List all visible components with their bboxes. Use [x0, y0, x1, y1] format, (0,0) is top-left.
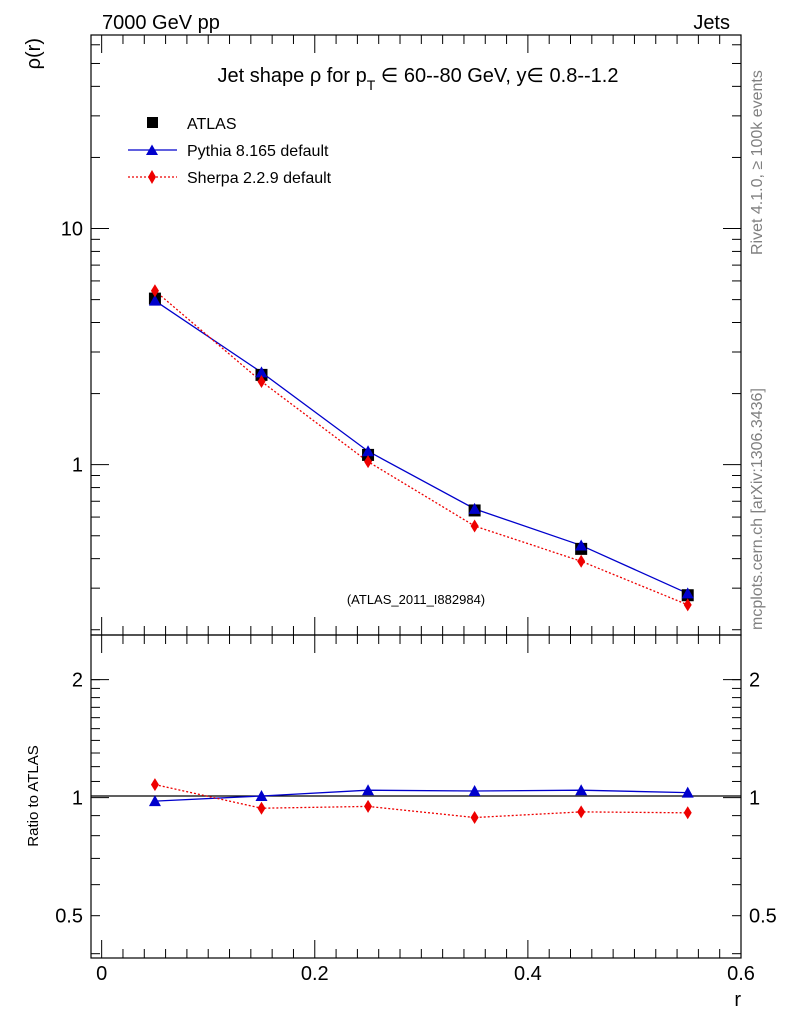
ratio-point-pythia	[575, 784, 588, 796]
x-tick-label: 0.4	[514, 963, 542, 985]
ratio-point-sherpa	[150, 778, 159, 792]
header-collision-label: 7000 GeV pp	[102, 12, 220, 34]
legend-label-atlas: ATLAS	[187, 116, 237, 133]
title-subscript: T	[367, 77, 376, 93]
main-y-tick-label: 10	[61, 219, 83, 241]
ratio-line-sherpa	[154, 783, 688, 819]
x-axis-label: r	[734, 989, 741, 1011]
ratio-point-pythia	[255, 789, 268, 801]
ratio-point-pythia	[148, 795, 161, 807]
main-point-sherpa	[150, 284, 159, 298]
ratio-y-tick-labels-right: 0.5 1 2	[749, 670, 777, 928]
ratio-series-layer	[148, 778, 694, 825]
main-point-sherpa	[577, 554, 586, 568]
ratio-y-tick-labels: 0.5 1 2	[55, 670, 83, 928]
main-line-sherpa	[154, 290, 688, 606]
legend-label-sherpa: Sherpa 2.2.9 default	[187, 170, 332, 187]
ratio-point-sherpa	[683, 806, 692, 820]
ratio-y-tick-label: 0.5	[55, 906, 83, 928]
header-category-label: Jets	[693, 12, 730, 34]
analysis-watermark: (ATLAS_2011_I882984)	[347, 592, 485, 607]
main-y-axis-label: ρ(r)	[23, 38, 45, 69]
main-point-sherpa	[683, 598, 692, 612]
ratio-line-pythia	[154, 789, 688, 802]
title-prefix: Jet shape ρ for p	[218, 65, 367, 87]
main-series-layer	[148, 284, 694, 612]
ratio-plot-panel: 0.5 1 2 0.5 1 2 0 0.2 0.4 0.6 Ratio to ATLAS r	[25, 634, 777, 1011]
main-point-pythia	[255, 366, 268, 378]
ratio-point-sherpa	[577, 805, 586, 819]
ratio-y-axis-label: Ratio to ATLAS	[25, 745, 42, 846]
ratio-y-tick-label: 1	[72, 788, 83, 810]
x-tick-labels: 0 0.2 0.4 0.6	[96, 963, 755, 985]
ratio-point-sherpa	[364, 799, 373, 813]
main-plot-title: Jet shape ρ for pT ∈ 60--80 GeV, y∈ 0.8-…	[218, 65, 619, 93]
legend: ATLAS Pythia 8.165 default Sherpa 2.2.9 …	[128, 116, 332, 187]
main-point-pythia	[362, 445, 375, 457]
main-y-tick-labels: 1 10	[61, 219, 83, 477]
main-y-tick-label: 1	[72, 455, 83, 477]
main-point-pythia	[148, 294, 161, 306]
ratio-point-pythia	[362, 784, 375, 796]
ratio-axis-ticks	[91, 635, 742, 958]
legend-marker-sherpa	[148, 170, 156, 184]
main-plot-panel: 1 10 ρ(r) Jet shape ρ for pT ∈ 60--80 GeV…	[23, 34, 742, 636]
mcplots-reference-label: mcplots.cern.ch [arXiv:1306.3436]	[749, 388, 766, 630]
main-point-sherpa	[364, 455, 373, 469]
rivet-version-label: Rivet 4.1.0, ≥ 100k events	[749, 70, 766, 255]
main-point-pythia	[468, 502, 481, 514]
ratio-y-tick-label-right: 0.5	[749, 906, 777, 928]
legend-marker-pythia	[146, 144, 158, 155]
ratio-point-pythia	[681, 786, 694, 798]
ratio-y-tick-label: 2	[72, 670, 83, 692]
main-point-pythia	[681, 587, 694, 599]
legend-marker-atlas	[147, 117, 158, 128]
title-suffix: ∈ 60--80 GeV, y∈ 0.8--1.2	[375, 65, 618, 87]
legend-label-pythia: Pythia 8.165 default	[187, 143, 329, 160]
main-point-pythia	[575, 539, 588, 551]
main-axis-ticks	[91, 35, 742, 635]
ratio-point-pythia	[468, 785, 481, 797]
ratio-point-sherpa	[257, 801, 266, 815]
main-line-pythia	[154, 300, 688, 595]
x-tick-label: 0.2	[301, 963, 329, 985]
ratio-y-tick-label-right: 1	[749, 788, 760, 810]
x-tick-label: 0.6	[727, 963, 755, 985]
x-tick-label: 0	[96, 963, 107, 985]
main-point-sherpa	[470, 519, 479, 533]
ratio-point-sherpa	[470, 811, 479, 825]
main-point-sherpa	[257, 375, 266, 389]
ratio-y-tick-label-right: 2	[749, 670, 760, 692]
